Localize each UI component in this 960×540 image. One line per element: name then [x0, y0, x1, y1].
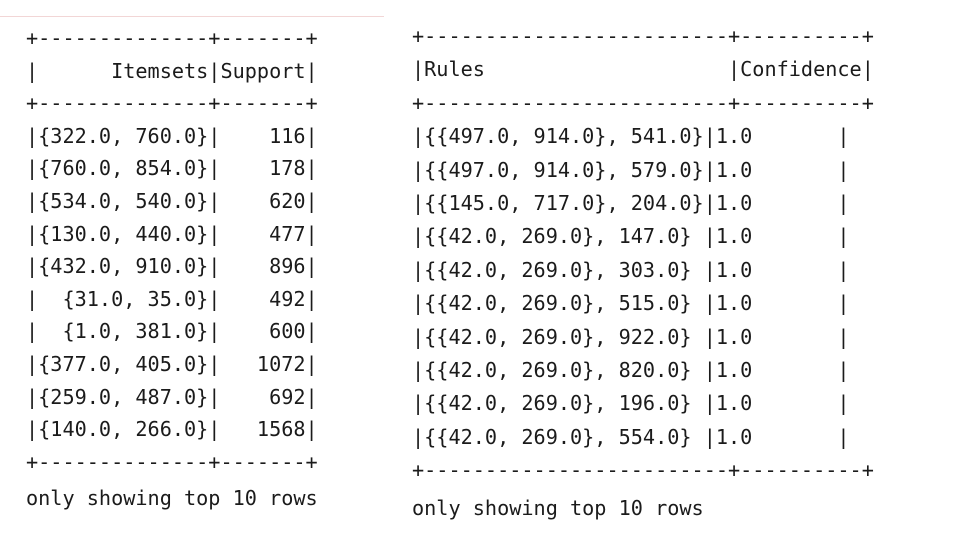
- itemsets-border-header: +--------------+-------+: [26, 91, 318, 116]
- itemsets-table-row: |{377.0, 405.0}| 1072|: [26, 351, 318, 376]
- rules-header-row: |Rules |Confidence|: [412, 57, 874, 82]
- itemsets-table: +--------------+-------+ | Itemsets|Supp…: [26, 22, 386, 478]
- rules-border-header: +-------------------------+----------+: [412, 90, 874, 115]
- itemsets-table-row: |{432.0, 910.0}| 896|: [26, 254, 318, 279]
- rules-table-row: |{{42.0, 269.0}, 196.0} |1.0 |: [412, 391, 850, 416]
- rules-table-row: |{{42.0, 269.0}, 922.0} |1.0 |: [412, 324, 850, 349]
- rules-table-row: |{{42.0, 269.0}, 147.0} |1.0 |: [412, 224, 850, 249]
- itemsets-border-top: +--------------+-------+: [26, 26, 318, 50]
- itemsets-table-row: | {31.0, 35.0}| 492|: [26, 286, 318, 311]
- rules-border-bottom: +-------------------------+----------+: [412, 458, 874, 483]
- rules-table-row: |{{42.0, 269.0}, 820.0} |1.0 |: [412, 358, 850, 383]
- itemsets-footer-note: only showing top 10 rows: [26, 486, 318, 511]
- itemsets-table-row: |{259.0, 487.0}| 692|: [26, 384, 318, 409]
- rules-footer-note: only showing top 10 rows: [412, 495, 704, 520]
- top-divider-line: [0, 16, 384, 17]
- itemsets-table-row: |{130.0, 440.0}| 477|: [26, 221, 318, 246]
- itemsets-table-row: |{140.0, 266.0}| 1568|: [26, 417, 318, 442]
- rules-table-row: |{{145.0, 717.0}, 204.0}|1.0 |: [412, 191, 850, 216]
- itemsets-table-row: |{760.0, 854.0}| 178|: [26, 156, 318, 181]
- rules-table-row: |{{42.0, 269.0}, 515.0} |1.0 |: [412, 291, 850, 316]
- itemsets-table-row: | {1.0, 381.0}| 600|: [26, 319, 318, 344]
- itemsets-table-row: |{534.0, 540.0}| 620|: [26, 188, 318, 213]
- itemsets-table-row: |{322.0, 760.0}| 116|: [26, 123, 318, 148]
- rules-border-top: +-------------------------+----------+: [412, 24, 874, 48]
- itemsets-header-row: | Itemsets|Support|: [26, 58, 318, 83]
- rules-table-row: |{{42.0, 269.0}, 303.0} |1.0 |: [412, 257, 850, 282]
- itemsets-output-pane: +--------------+-------+ | Itemsets|Supp…: [26, 22, 386, 515]
- itemsets-border-bottom: +--------------+-------+: [26, 449, 318, 474]
- rules-table-row: |{{42.0, 269.0}, 554.0} |1.0 |: [412, 424, 850, 449]
- rules-table-row: |{{497.0, 914.0}, 541.0}|1.0 |: [412, 124, 850, 149]
- rules-table-row: |{{497.0, 914.0}, 579.0}|1.0 |: [412, 157, 850, 182]
- rules-table: +-------------------------+----------+ |…: [412, 20, 952, 488]
- rules-output-pane: +-------------------------+----------+ |…: [412, 20, 952, 525]
